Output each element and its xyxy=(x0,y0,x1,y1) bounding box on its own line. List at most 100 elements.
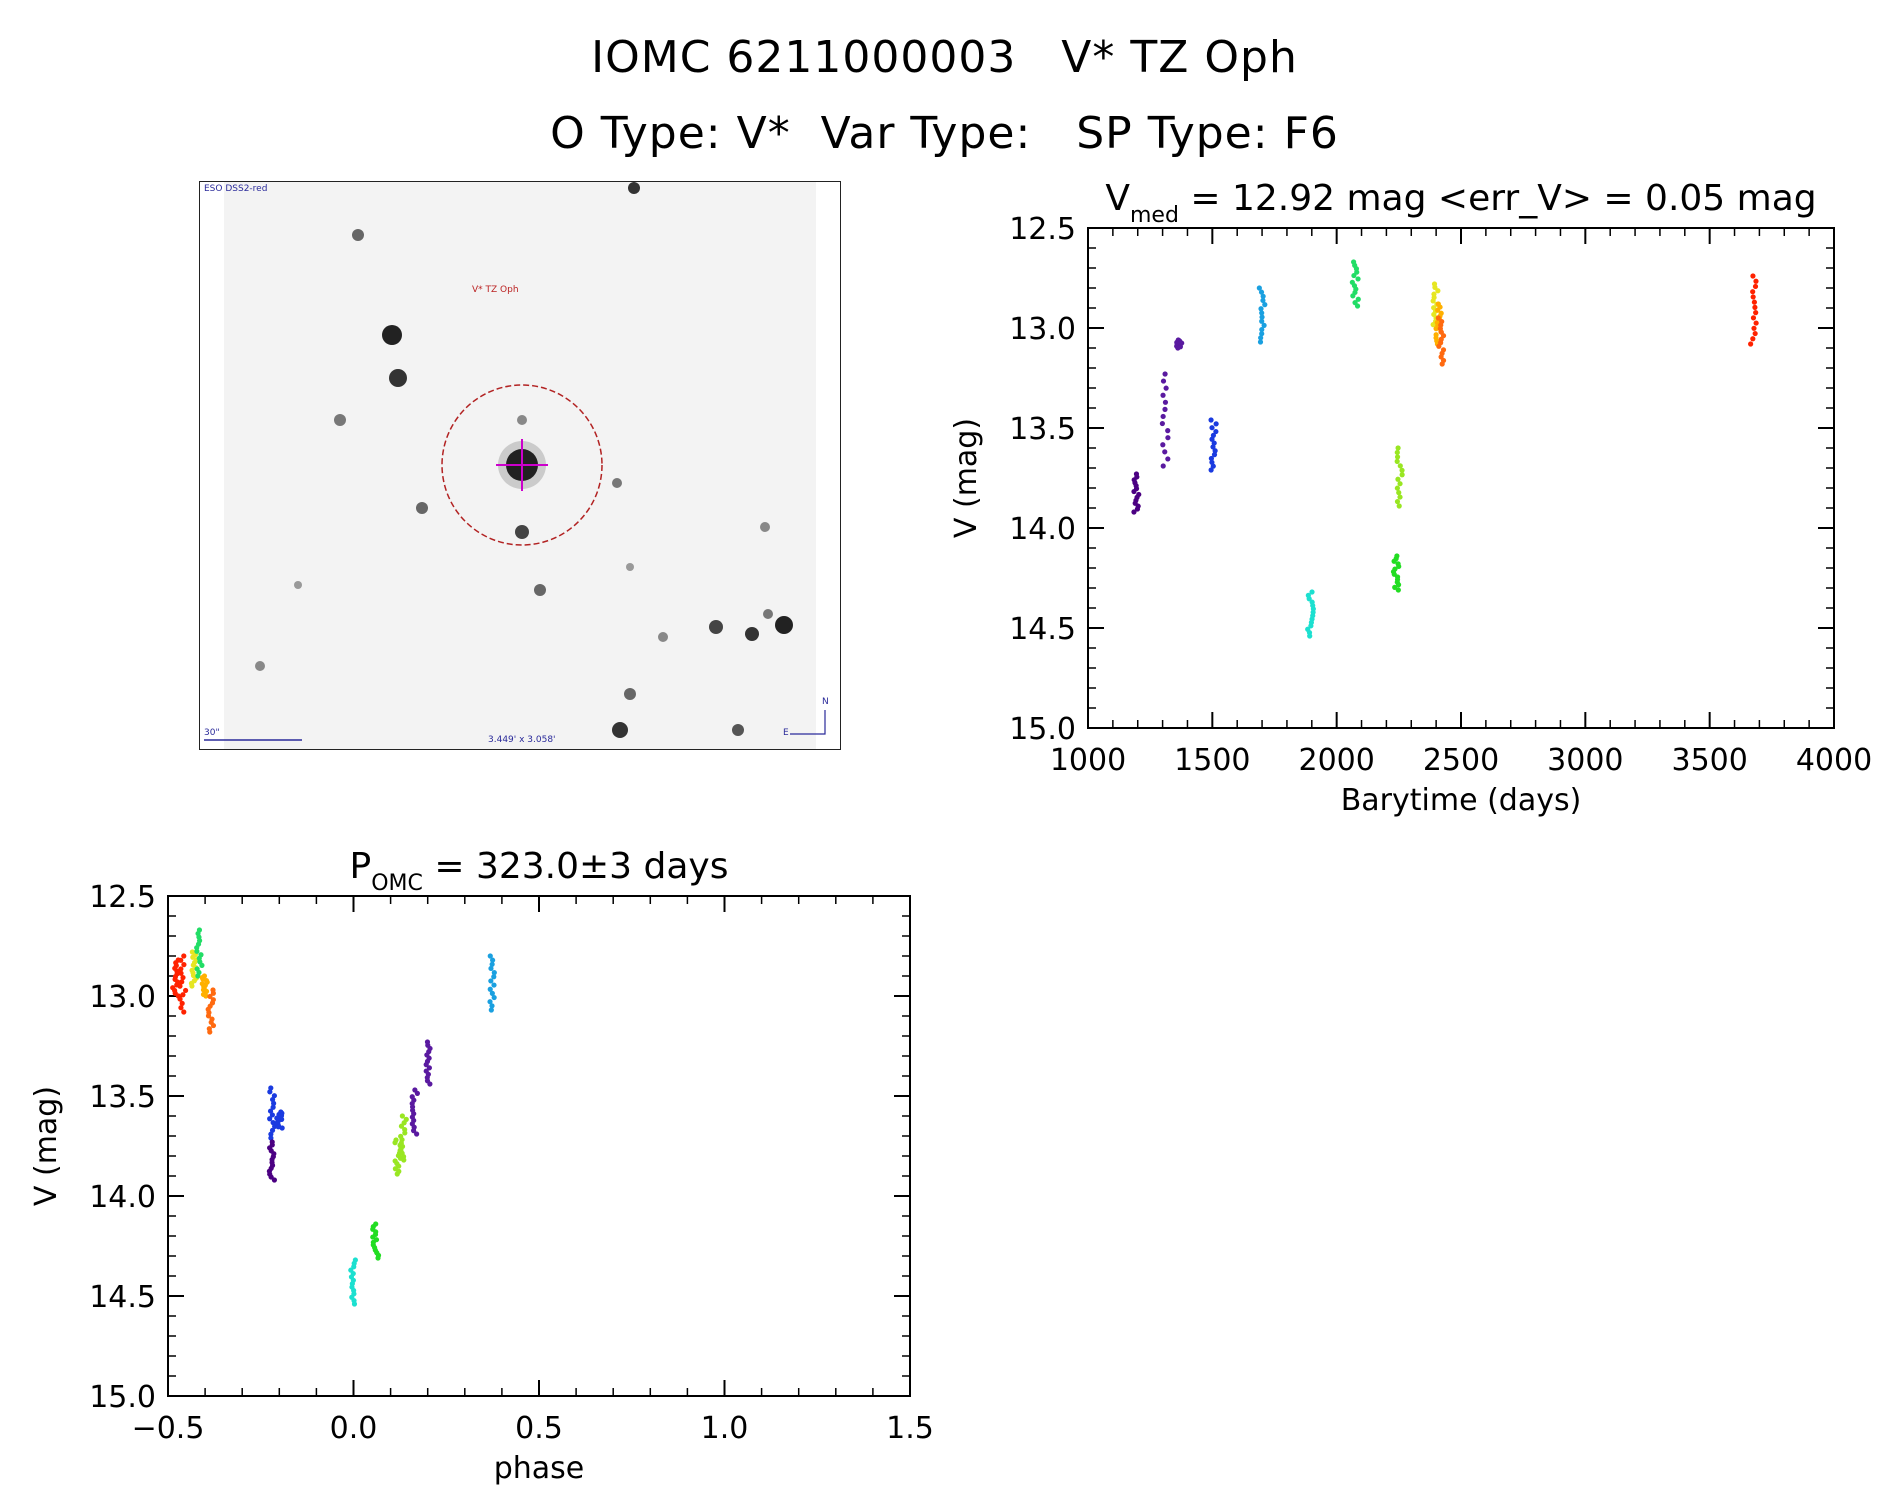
data-point xyxy=(191,959,198,966)
data-point xyxy=(196,934,202,940)
data-point xyxy=(1135,503,1141,509)
data-point xyxy=(1131,488,1137,495)
data-point xyxy=(271,1100,277,1106)
data-point xyxy=(1437,326,1443,332)
data-point xyxy=(489,1003,495,1009)
data-point xyxy=(1435,301,1441,307)
data-point xyxy=(271,1093,278,1099)
data-point xyxy=(395,1153,402,1159)
data-point xyxy=(373,1221,379,1227)
aperture-circle xyxy=(441,384,603,546)
data-point xyxy=(1432,284,1438,290)
data-point xyxy=(1394,454,1401,460)
data-point xyxy=(1394,553,1400,559)
data-point xyxy=(350,1277,356,1283)
data-point xyxy=(1134,506,1141,512)
data-point xyxy=(1751,325,1757,331)
data-point xyxy=(1133,486,1140,492)
data-point xyxy=(1435,322,1441,329)
data-point xyxy=(1132,500,1138,506)
data-point xyxy=(1431,311,1437,318)
data-point xyxy=(268,1135,274,1141)
data-point xyxy=(1354,303,1361,309)
data-point xyxy=(269,1096,276,1103)
data-point xyxy=(1355,276,1361,282)
data-point xyxy=(1439,350,1445,356)
data-point xyxy=(190,962,196,968)
data-point xyxy=(1177,344,1184,350)
data-point xyxy=(375,1255,381,1261)
data-point xyxy=(268,1165,274,1171)
compass-arrows xyxy=(790,710,826,735)
data-point xyxy=(269,1127,276,1133)
data-point xyxy=(1210,463,1216,469)
x-tick-label: 0.5 xyxy=(515,1411,563,1446)
data-point xyxy=(1752,304,1758,310)
data-point xyxy=(1750,336,1756,342)
chart-title-rest: = 12.92 mag <err_V> = 0.05 mag xyxy=(1179,178,1817,219)
y-tick-label: 14.5 xyxy=(1009,612,1076,647)
data-point xyxy=(276,1114,282,1120)
data-point xyxy=(411,1117,417,1124)
data-point xyxy=(398,1133,404,1139)
data-point xyxy=(1351,272,1357,279)
data-point xyxy=(1136,491,1142,498)
data-point xyxy=(172,976,178,982)
data-point xyxy=(1310,609,1316,615)
y-axis-label: V (mag) xyxy=(29,1086,64,1206)
plot-frame xyxy=(167,895,911,1397)
data-point xyxy=(1213,421,1219,427)
data-point xyxy=(1307,633,1313,639)
data-point xyxy=(1431,291,1437,297)
data-point xyxy=(489,961,495,967)
data-point xyxy=(1256,285,1262,291)
data-point xyxy=(206,1010,212,1016)
data-point xyxy=(1305,592,1311,598)
y-tick-label: 12.5 xyxy=(89,880,156,915)
x-tick-label: 1500 xyxy=(1174,743,1250,778)
data-point xyxy=(1395,582,1402,588)
data-point xyxy=(1308,619,1314,626)
data-point xyxy=(274,1115,280,1121)
data-point xyxy=(279,1110,285,1116)
data-point xyxy=(193,975,199,981)
data-point xyxy=(1310,613,1316,619)
data-point xyxy=(181,953,187,959)
data-point xyxy=(423,1068,429,1074)
data-point xyxy=(424,1078,431,1084)
data-point xyxy=(200,991,207,998)
data-point xyxy=(1208,467,1214,473)
data-point xyxy=(1176,338,1182,344)
data-point xyxy=(1131,477,1137,483)
data-point xyxy=(426,1055,432,1061)
data-point xyxy=(268,1174,274,1180)
data-point xyxy=(1750,315,1757,321)
data-point xyxy=(1397,463,1403,469)
data-point xyxy=(1352,289,1358,296)
data-point xyxy=(270,1154,276,1160)
data-point xyxy=(266,1168,273,1174)
x-tick-label: 1.5 xyxy=(886,1411,934,1446)
data-point xyxy=(268,1148,274,1154)
data-point xyxy=(412,1087,418,1093)
data-point xyxy=(269,1156,275,1163)
data-point xyxy=(194,948,200,954)
data-point xyxy=(1438,354,1444,360)
data-point xyxy=(275,1124,281,1130)
data-point xyxy=(269,1139,275,1145)
data-point xyxy=(1434,341,1441,347)
data-point xyxy=(274,1121,280,1127)
data-point xyxy=(275,1120,281,1126)
data-point xyxy=(270,1104,276,1110)
data-point xyxy=(1434,301,1440,307)
data-point xyxy=(1430,298,1436,304)
data-point xyxy=(373,1237,380,1243)
data-point xyxy=(188,980,195,986)
data-point xyxy=(172,965,178,971)
data-point xyxy=(193,965,199,971)
data-point xyxy=(1394,574,1401,580)
data-point xyxy=(1162,371,1168,377)
data-point xyxy=(1430,322,1436,328)
data-point xyxy=(1306,596,1312,602)
data-point xyxy=(427,1045,433,1052)
